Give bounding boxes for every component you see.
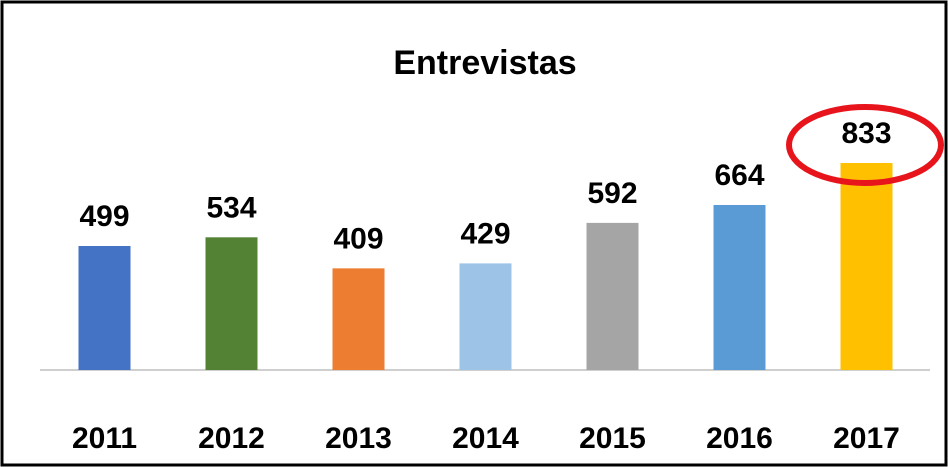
- bar: [713, 204, 766, 370]
- bar: [78, 245, 131, 370]
- bar: [205, 237, 258, 370]
- data-label: 429: [460, 217, 510, 250]
- data-label: 664: [714, 159, 764, 192]
- data-label: 499: [79, 200, 129, 233]
- x-tick-label: 2015: [579, 422, 646, 455]
- data-label: 409: [333, 222, 383, 255]
- data-label: 833: [841, 117, 891, 150]
- bar: [586, 222, 639, 370]
- bar: [332, 268, 385, 370]
- highlight-ellipse: [786, 104, 944, 186]
- x-tick-label: 2014: [452, 422, 519, 455]
- data-label: 592: [587, 177, 637, 210]
- x-tick-label: 2013: [325, 422, 392, 455]
- x-tick-label: 2017: [833, 422, 900, 455]
- x-tick-label: 2011: [72, 422, 137, 455]
- data-label: 534: [206, 191, 256, 224]
- x-tick-label: 2016: [706, 422, 773, 455]
- bar: [459, 263, 512, 370]
- bar: [840, 163, 893, 370]
- chart-title: Entrevistas: [393, 44, 576, 82]
- x-tick-label: 2012: [198, 422, 265, 455]
